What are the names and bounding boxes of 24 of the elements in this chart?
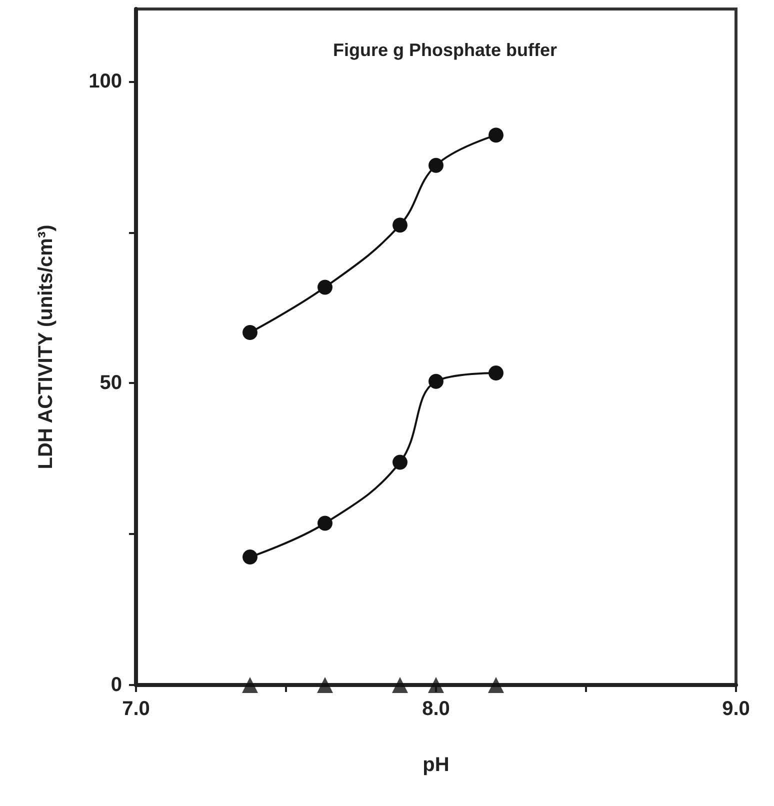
point (242, 550, 258, 565)
point (317, 677, 333, 693)
text: Figure g Phosphate buffer (332, 40, 558, 60)
y-tick-label: 0 (110, 674, 122, 696)
point (242, 677, 258, 693)
y-tick-label: 100 (88, 70, 122, 92)
point (242, 325, 258, 340)
x-tick-label: 9.0 (722, 698, 750, 720)
point (392, 218, 408, 233)
y-axis-title: LDH ACTIVITY (units/cm³) (35, 224, 57, 470)
point (488, 677, 504, 693)
point (392, 454, 408, 470)
point (428, 374, 444, 389)
point (488, 128, 504, 143)
point (318, 280, 332, 295)
point (318, 516, 332, 531)
y-tick-label: 50 (100, 372, 122, 394)
point (392, 677, 408, 693)
x-axis-title: pH (422, 754, 450, 776)
point (428, 158, 444, 173)
point (428, 677, 444, 693)
x-tick-label: 7.0 (122, 698, 150, 720)
point (488, 365, 504, 380)
x-tick-label: 8.0 (422, 698, 450, 720)
